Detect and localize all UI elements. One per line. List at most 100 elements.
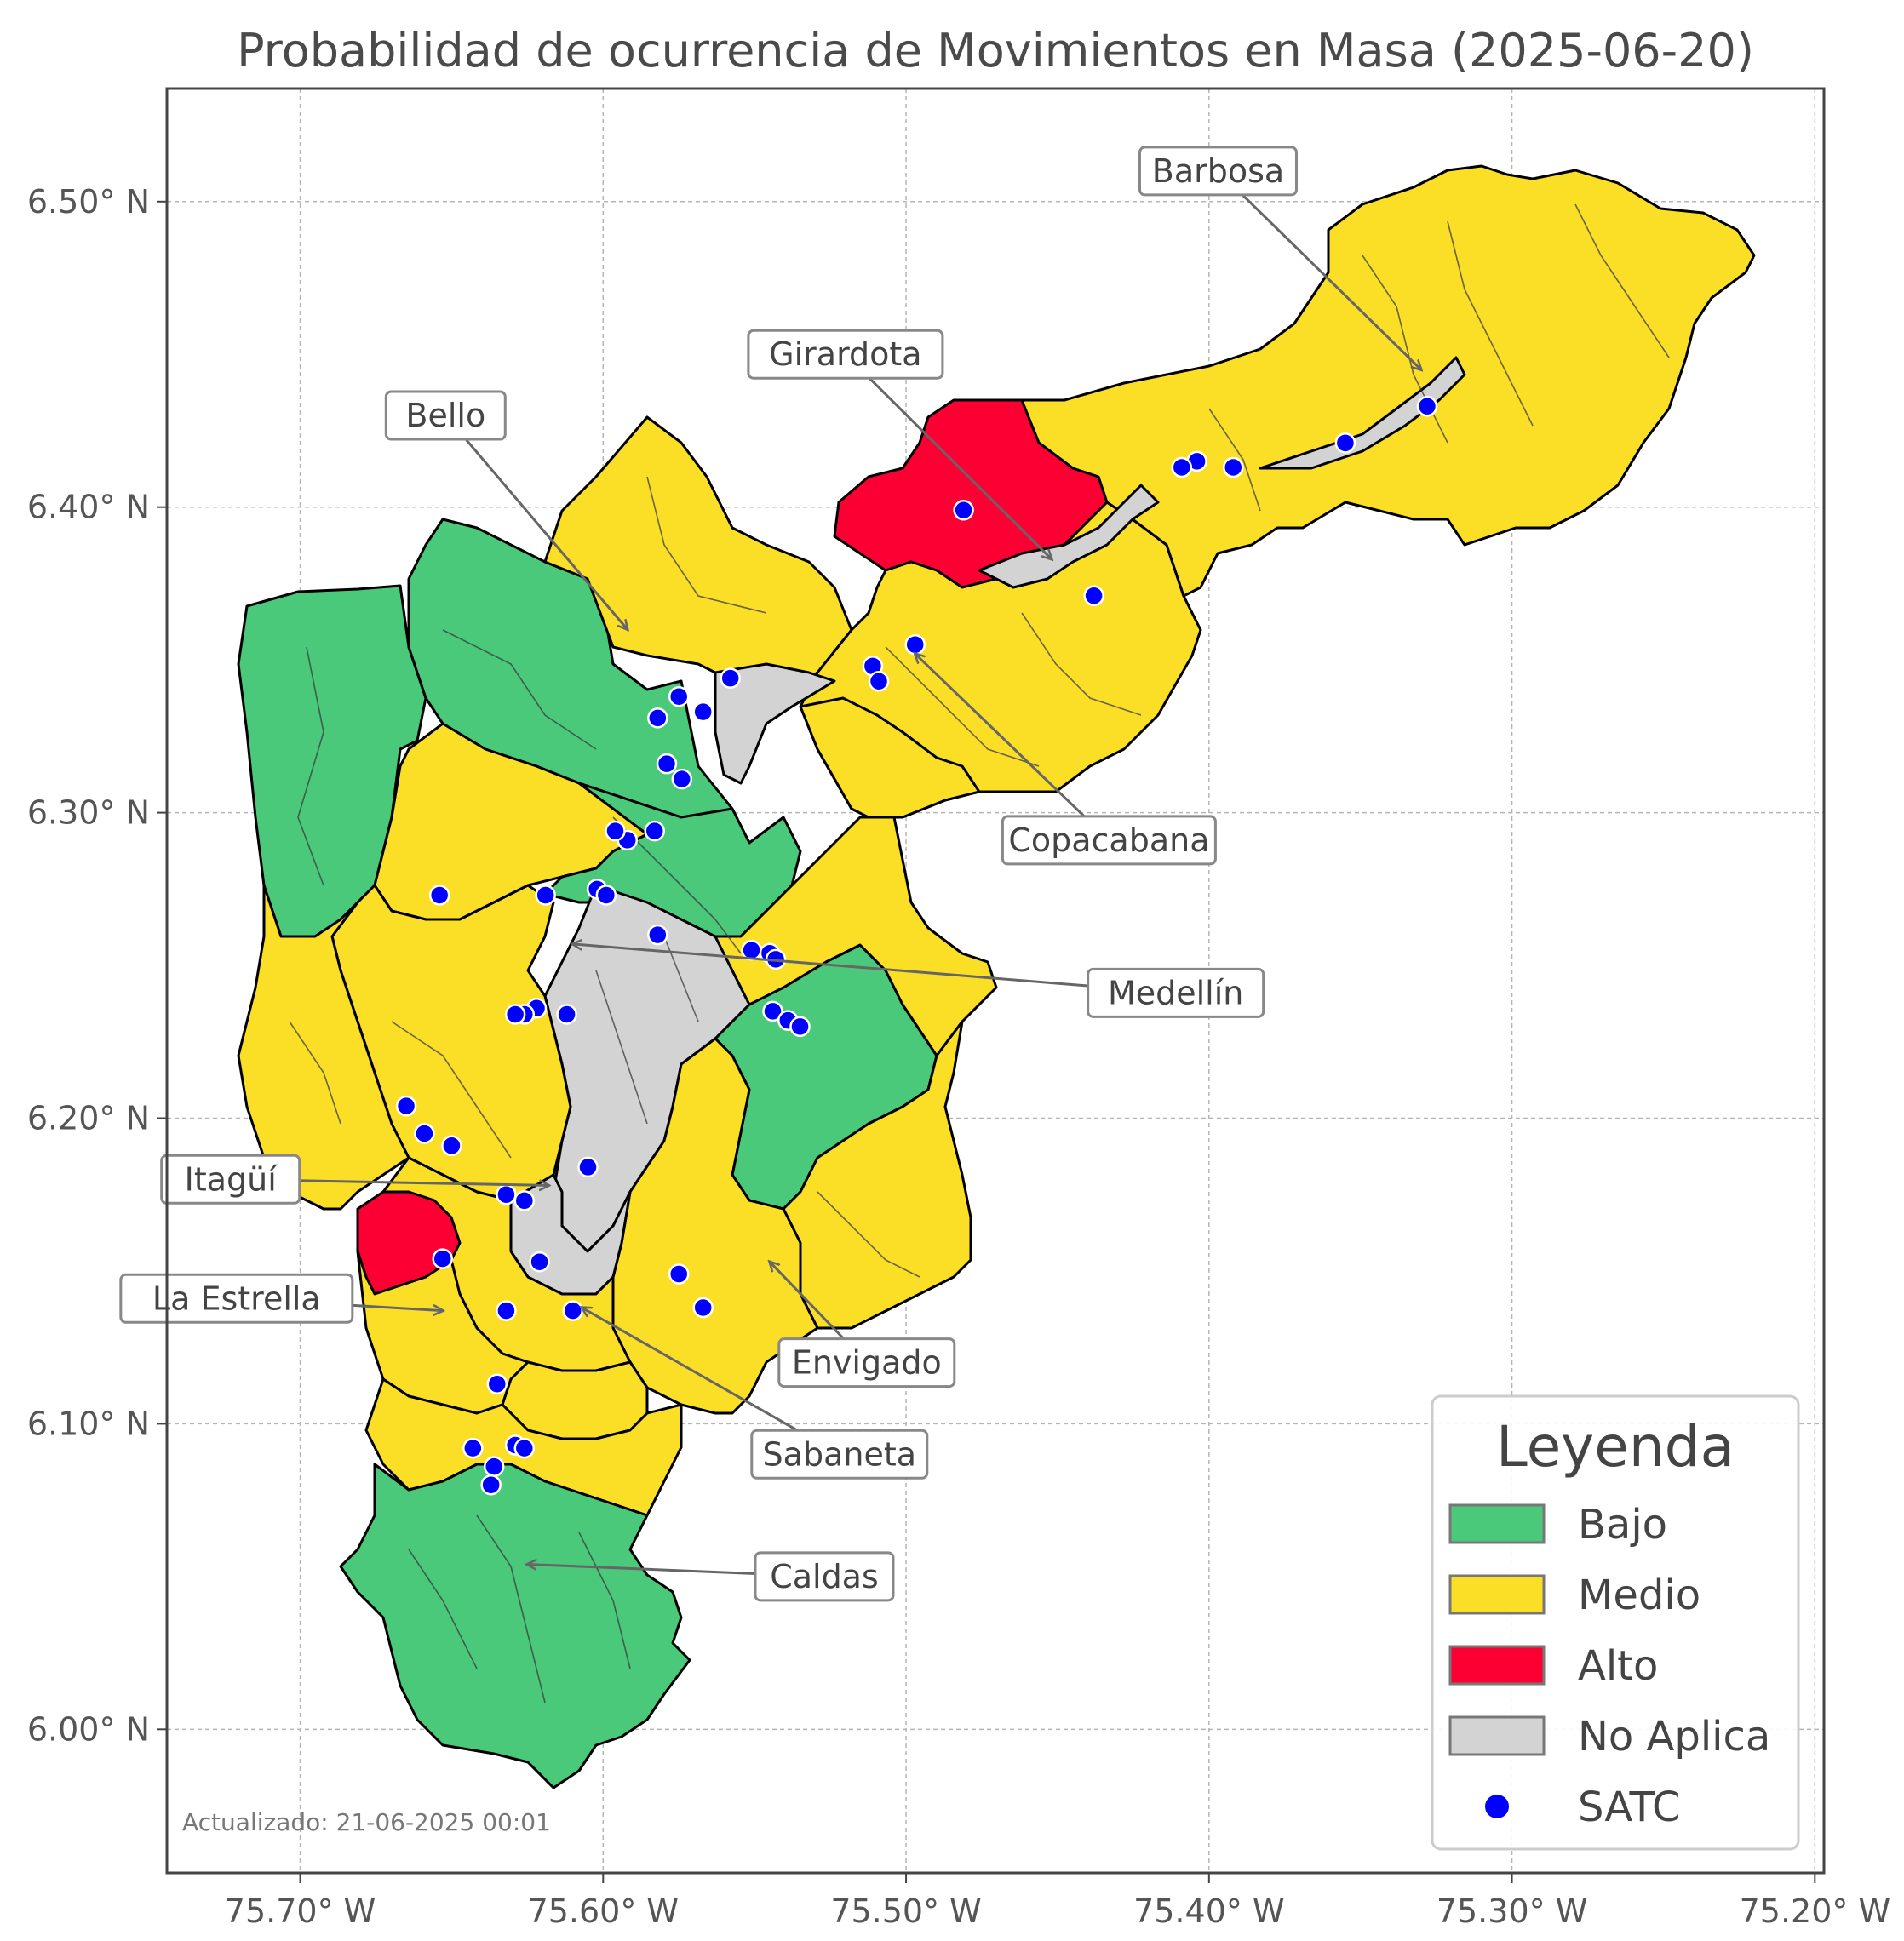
- callout-la-estrella: La Estrella: [119, 1273, 443, 1324]
- satc-point: [720, 667, 741, 689]
- callout-caldas: Caldas: [527, 1551, 895, 1602]
- region-medio-east-medellin: [714, 816, 998, 1057]
- satc-point: [656, 753, 678, 775]
- satc-point: [513, 1437, 536, 1459]
- satc-point: [605, 820, 626, 842]
- plot-frame: [165, 87, 1826, 1875]
- callout-arrow: [1217, 169, 1420, 369]
- satc-point: [504, 1004, 526, 1025]
- callout-girardota: Girardota: [747, 329, 1052, 558]
- y-tick-label: 6.10° N: [27, 1405, 150, 1442]
- regions-layer: [237, 164, 1756, 1789]
- legend-swatch: [1448, 1645, 1546, 1686]
- legend-item-bajo: Bajo: [1448, 1501, 1667, 1549]
- callout-label: Girardota: [769, 335, 921, 373]
- region-medio-copacabana: [799, 696, 981, 819]
- legend-swatch: [1448, 1715, 1546, 1756]
- callout-box: [1087, 967, 1265, 1018]
- callout-label: Envigado: [792, 1344, 942, 1382]
- satc-point: [1171, 456, 1193, 478]
- y-tick-label: 6.00° N: [27, 1710, 150, 1748]
- satc-point: [441, 1135, 462, 1157]
- callout-box: [384, 390, 507, 441]
- x-tick-label: 75.60° W: [528, 1892, 679, 1930]
- legend: Leyenda Bajo Medio Alto No Aplica SATC: [1431, 1394, 1800, 1851]
- satc-point: [428, 885, 450, 906]
- legend-label: SATC: [1578, 1784, 1681, 1831]
- callout-label: Bello: [405, 397, 485, 434]
- satc-point: [535, 885, 556, 906]
- callout-barbosa: Barbosa: [1138, 146, 1420, 369]
- satc-point: [789, 1016, 811, 1038]
- callout-label: Caldas: [770, 1558, 879, 1595]
- satc-point: [762, 1000, 783, 1022]
- satc-point: [556, 1004, 577, 1025]
- callout-box: [1001, 815, 1217, 866]
- satc-point: [486, 1373, 508, 1395]
- legend-item-alto: Alto: [1448, 1642, 1658, 1690]
- satc-point: [595, 885, 617, 906]
- callout-box: [750, 1429, 929, 1480]
- satc-point: [647, 707, 668, 729]
- callout-arrow: [915, 654, 1110, 841]
- callout-sabaneta: Sabaneta: [582, 1308, 929, 1480]
- callout-label: Itagüí: [185, 1160, 278, 1198]
- callout-box: [777, 1337, 956, 1388]
- y-tick-label: 6.20° N: [27, 1100, 150, 1137]
- satc-point: [868, 671, 890, 692]
- callout-arrow: [844, 353, 1052, 558]
- x-tick-label: 75.20° W: [1740, 1892, 1890, 1930]
- region-medio-far-west: [237, 884, 410, 1211]
- satc-points-layer: [395, 396, 1438, 1496]
- x-tick-label: 75.50° W: [830, 1892, 981, 1930]
- callout-arrow: [444, 415, 627, 629]
- satc-point: [483, 1456, 505, 1477]
- legend-swatch: [1448, 1503, 1546, 1544]
- satc-point: [462, 1437, 484, 1459]
- satc-point: [953, 500, 974, 521]
- subdivision-lines: [289, 203, 1670, 1703]
- satc-point: [395, 1095, 417, 1117]
- satc-point: [692, 1297, 714, 1319]
- y-tick-label: 6.40° N: [27, 489, 150, 526]
- satc-point: [480, 1474, 502, 1496]
- legend-label: Alto: [1578, 1642, 1658, 1690]
- x-tick-label: 75.70° W: [225, 1892, 376, 1930]
- satc-point: [647, 924, 668, 946]
- axis-ticks: 75.70° W 75.60° W 75.50° W 75.40° W 75.30° W…: [27, 183, 1890, 1930]
- x-tick-label: 75.40° W: [1133, 1892, 1284, 1930]
- legend-items: Bajo Medio Alto No Aplica SATC: [1448, 1501, 1770, 1831]
- region-medio-envigado-east: [782, 1020, 972, 1330]
- satc-point: [577, 1156, 599, 1178]
- satc-point: [529, 1251, 550, 1273]
- legend-title: Leyenda: [1496, 1414, 1735, 1480]
- callout-box: [1138, 146, 1298, 197]
- callout-box: [119, 1273, 354, 1324]
- legend-swatch: [1448, 1574, 1546, 1615]
- satc-point: [496, 1183, 517, 1205]
- callout-label: Medellín: [1108, 974, 1243, 1011]
- callout-label: Sabaneta: [763, 1435, 916, 1473]
- legend-item-medio: Medio: [1448, 1572, 1700, 1619]
- legend-item-satc: SATC: [1485, 1784, 1681, 1831]
- callout-label: Barbosa: [1152, 152, 1284, 190]
- satc-point: [741, 939, 762, 961]
- callout-bello: Bello: [384, 390, 627, 629]
- callout-copacabana: Copacabana: [915, 654, 1217, 866]
- map-title: Probabilidad de ocurrencia de Movimiento…: [237, 24, 1754, 77]
- legend-item-no-aplica: No Aplica: [1448, 1713, 1770, 1761]
- callout-label: Copacabana: [1008, 822, 1209, 859]
- callout-itag-: Itagüí: [160, 1154, 549, 1205]
- updated-timestamp: Actualizado: 21-06-2025 00:01: [182, 1808, 551, 1836]
- municipality-callouts: Barbosa Girardota Bello Copacabana Medellín I…: [119, 146, 1421, 1602]
- satc-point: [671, 768, 693, 790]
- satc-point: [1223, 456, 1244, 478]
- legend-label: No Aplica: [1578, 1713, 1770, 1761]
- satc-point: [668, 1263, 690, 1285]
- satc-point: [692, 701, 714, 723]
- callout-envigado: Envigado: [770, 1262, 956, 1388]
- satc-point: [1083, 585, 1104, 607]
- legend-label: Bajo: [1578, 1501, 1667, 1549]
- region-medio-barbosa: [1020, 164, 1756, 598]
